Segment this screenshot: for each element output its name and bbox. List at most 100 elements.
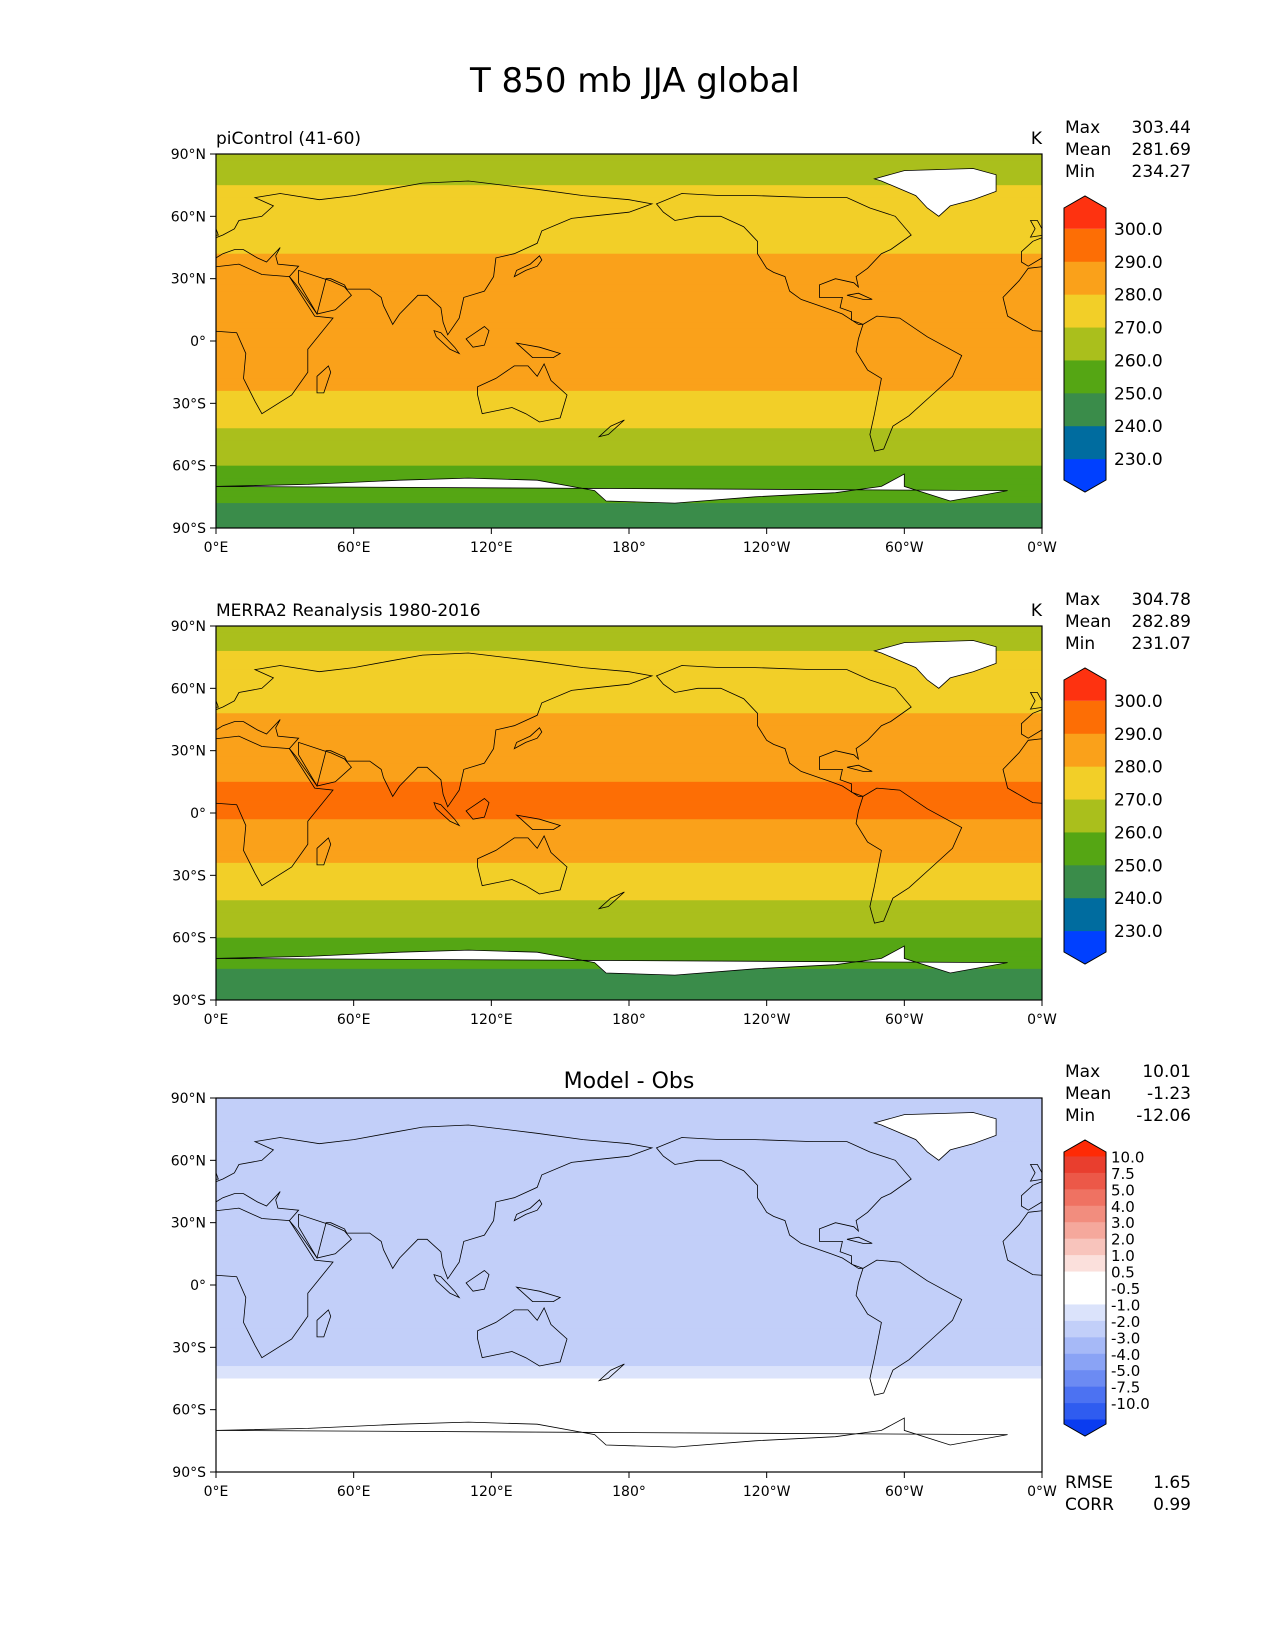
footer-stat-value: 1.65 [1153, 1473, 1191, 1493]
colorbar-tick-label: 250.0 [1114, 856, 1163, 876]
lon-tick-label: 60°W [885, 1012, 924, 1028]
data-band [216, 1278, 1042, 1286]
colorbar-tick-label: 10.0 [1111, 1148, 1144, 1166]
data-band [216, 1228, 1042, 1236]
data-band [216, 390, 1042, 398]
coastline-borneo [465, 325, 490, 348]
colorbar-segment [1064, 1337, 1106, 1355]
data-band [216, 1147, 1042, 1155]
data-band [216, 1241, 1042, 1249]
lon-tick-label: 120°E [470, 1012, 513, 1028]
colorbar-tick-label: -3.0 [1111, 1329, 1140, 1347]
colorbar-tick-label: 260.0 [1114, 351, 1163, 371]
map-panel-2: 90°N 60°N 30°N 0° 30°S 60°S 90°S 0°E 60°E 120°E 18… [171, 590, 1191, 1028]
data-band [216, 769, 1042, 777]
data-band [216, 266, 1042, 274]
data-band [216, 1160, 1042, 1168]
colorbar-tick-label: 0.5 [1111, 1264, 1135, 1282]
colorbar-tick-label: 5.0 [1111, 1181, 1135, 1199]
data-band [216, 1179, 1042, 1186]
coastline-eurasia [216, 180, 654, 336]
data-band [216, 341, 1042, 348]
lon-tick-label: 180° [612, 540, 646, 556]
coastline-arabia [298, 269, 352, 315]
coastline-cuba [846, 764, 873, 772]
data-band [216, 415, 1042, 423]
panel-units: K [1031, 601, 1043, 621]
stat-label: Mean [1065, 612, 1111, 632]
colorbar-segment [1064, 459, 1106, 492]
data-band [216, 178, 1042, 186]
colorbar-segment [1064, 393, 1106, 427]
lat-tick-label: 60°N [171, 1153, 206, 1169]
data-field [216, 626, 1042, 1000]
colorbar-segment [1064, 700, 1106, 735]
coastline-newguinea [515, 342, 562, 358]
data-band [216, 253, 1042, 261]
footer-stat-label: RMSE [1065, 1473, 1113, 1493]
data-band [216, 731, 1042, 739]
lon-tick-label: 60°W [885, 540, 924, 556]
colorbar-tick-label: -2.0 [1111, 1313, 1140, 1331]
data-band [216, 875, 1042, 883]
data-band [216, 1247, 1042, 1255]
data-band [216, 166, 1042, 174]
coastline-sumatra [433, 801, 461, 827]
data-band [216, 403, 1042, 411]
data-band [216, 1172, 1042, 1180]
data-band [216, 675, 1042, 683]
coastline-uk [216, 1171, 219, 1180]
lon-tick-label: 120°E [470, 1484, 513, 1500]
data-band [216, 1372, 1042, 1380]
stat-value: 234.27 [1132, 162, 1191, 182]
colorbar-segment [1064, 261, 1106, 296]
stat-label: Max [1065, 1062, 1100, 1082]
data-band [216, 1135, 1042, 1143]
data-band [216, 1253, 1042, 1261]
data-band [216, 806, 1042, 814]
data-band [216, 1185, 1042, 1193]
coastline-eurasia [216, 1124, 654, 1280]
colorbar-segment [1064, 832, 1106, 866]
stat-label: Max [1065, 590, 1100, 610]
data-band [216, 1222, 1042, 1230]
coastline-greenland [873, 640, 997, 689]
colorbar-tick-label: 280.0 [1114, 758, 1163, 778]
data-band [216, 1415, 1042, 1423]
data-band [216, 1334, 1042, 1342]
coastline-arabia [298, 1213, 352, 1259]
data-band [216, 1203, 1042, 1211]
lat-tick-label: 30°S [172, 396, 206, 412]
data-band [216, 191, 1042, 199]
data-band [216, 918, 1042, 926]
footer-stat-label: CORR [1065, 1495, 1114, 1515]
data-band [216, 1341, 1042, 1348]
colorbar-outline [1063, 667, 1107, 965]
data-band [216, 950, 1042, 957]
coastline-eurasia [216, 652, 654, 808]
lat-tick-label: 0° [190, 1278, 206, 1294]
stat-value: 231.07 [1132, 634, 1191, 654]
data-band [216, 1297, 1042, 1305]
coastline-uk-wrap [1029, 1164, 1042, 1182]
data-band [216, 303, 1042, 311]
colorbar-segment [1064, 1172, 1106, 1190]
coastline-sumatra [433, 329, 461, 355]
colorbar-segment [1064, 1353, 1106, 1371]
colorbar-tick-label: 230.0 [1114, 922, 1163, 942]
lat-tick-label: 30°S [172, 868, 206, 884]
colorbar-segment [1064, 931, 1106, 964]
data-band [216, 453, 1042, 461]
data-band [216, 993, 1042, 1000]
colorbar-tick-label: 240.0 [1114, 889, 1163, 909]
colorbar-tick-label: 280.0 [1114, 286, 1163, 306]
data-band [216, 228, 1042, 236]
data-band [216, 185, 1042, 192]
lon-tick-label: 0°E [204, 540, 229, 556]
stat-label: Min [1065, 1106, 1095, 1126]
coastline-uk-wrap [1029, 692, 1042, 710]
data-band [216, 931, 1042, 939]
data-band [216, 428, 1042, 436]
coastline-samerica [855, 787, 963, 924]
coastline-cuba [846, 292, 873, 300]
